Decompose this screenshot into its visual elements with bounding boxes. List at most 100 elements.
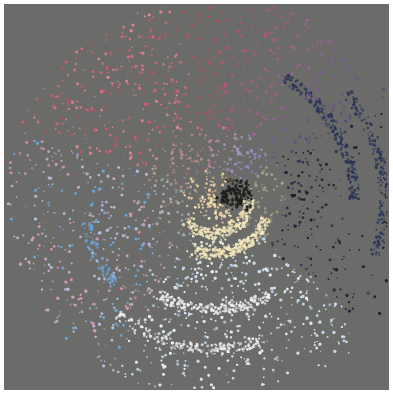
particle	[110, 237, 112, 240]
particle	[235, 147, 237, 149]
particle	[296, 160, 300, 163]
particle	[80, 85, 84, 88]
particle	[147, 19, 151, 23]
particle	[113, 306, 116, 309]
particle	[98, 213, 101, 216]
particle	[202, 99, 205, 102]
particle	[308, 96, 311, 98]
particle	[230, 298, 234, 302]
particle	[124, 213, 128, 217]
particle	[99, 315, 102, 318]
particle	[199, 258, 201, 260]
particle	[127, 329, 130, 332]
particle	[109, 243, 112, 247]
particle	[223, 320, 227, 324]
particle	[119, 276, 121, 278]
particle	[242, 281, 246, 285]
particle	[266, 299, 269, 302]
particle	[214, 189, 217, 192]
particle	[327, 39, 331, 43]
particle	[176, 89, 180, 93]
particle	[158, 346, 161, 350]
particle	[157, 36, 161, 40]
particle	[277, 74, 281, 78]
particle	[142, 349, 145, 352]
particle	[200, 306, 204, 309]
particle	[339, 112, 343, 116]
particle	[116, 68, 119, 71]
particle	[171, 65, 174, 68]
particle	[317, 364, 320, 367]
particle	[200, 268, 203, 271]
particle	[176, 313, 181, 317]
particle	[136, 367, 140, 371]
particle	[80, 310, 84, 314]
particle	[162, 184, 165, 188]
particle	[294, 271, 296, 274]
particle	[312, 281, 315, 284]
particle	[170, 383, 173, 386]
particle	[103, 277, 107, 281]
particle	[258, 288, 261, 291]
particle	[137, 382, 139, 384]
particle	[151, 223, 154, 226]
particle	[218, 165, 221, 168]
particle	[316, 340, 318, 343]
particle	[345, 340, 348, 344]
particle	[167, 254, 170, 256]
particle	[211, 57, 213, 60]
particle	[225, 301, 228, 304]
particle	[122, 156, 125, 159]
particle	[62, 79, 65, 82]
particle	[220, 261, 223, 264]
particle	[121, 174, 125, 178]
particle	[184, 360, 187, 362]
particle	[272, 51, 275, 55]
particle	[170, 243, 174, 247]
particle	[226, 374, 228, 376]
particle	[320, 135, 323, 137]
particle	[69, 221, 72, 225]
particle	[172, 130, 175, 133]
particle	[143, 260, 146, 263]
particle	[272, 150, 274, 152]
particle	[69, 303, 72, 307]
particle	[324, 125, 326, 127]
particle	[47, 263, 51, 266]
particle	[134, 82, 137, 86]
particle	[215, 326, 219, 330]
particle	[296, 64, 300, 68]
particle	[308, 136, 311, 138]
particle	[177, 284, 181, 287]
particle	[66, 129, 69, 132]
particle	[275, 267, 279, 271]
particle	[218, 109, 221, 113]
particle	[179, 148, 181, 151]
particle	[126, 236, 129, 239]
particle	[312, 272, 315, 274]
particle	[298, 274, 302, 278]
particle	[211, 198, 214, 200]
particle	[76, 100, 79, 103]
particle	[339, 242, 342, 245]
particle	[48, 204, 50, 207]
particle	[378, 311, 382, 315]
particle	[150, 318, 154, 322]
particle	[151, 167, 155, 171]
particle	[155, 144, 158, 147]
particle	[314, 73, 316, 75]
particle	[103, 328, 106, 331]
particle	[219, 263, 223, 267]
particle	[254, 152, 257, 156]
particle	[100, 312, 104, 315]
particle	[272, 188, 276, 191]
particle	[231, 181, 234, 183]
particle	[186, 365, 189, 367]
particle	[153, 89, 157, 93]
particle	[239, 280, 242, 283]
particle	[327, 104, 330, 107]
particle	[146, 192, 150, 196]
particle	[59, 311, 62, 313]
particle	[287, 338, 290, 342]
particle	[313, 218, 316, 221]
